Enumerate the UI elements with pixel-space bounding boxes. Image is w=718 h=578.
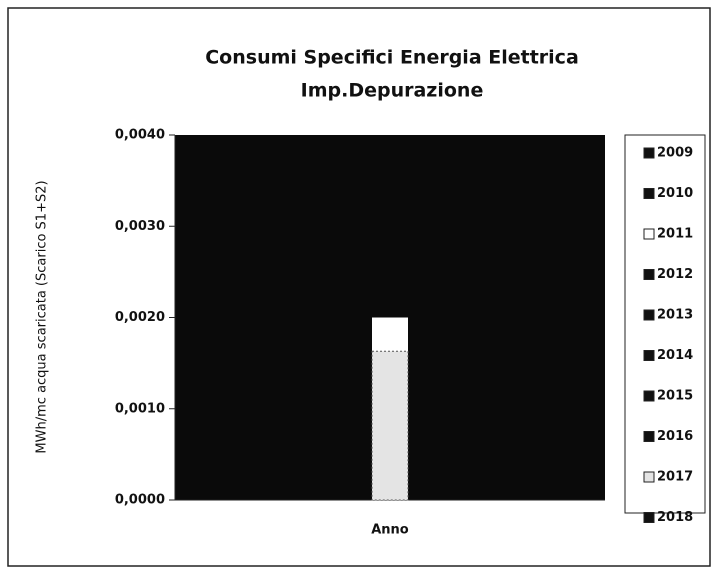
- y-tick-label: 0,0030: [115, 219, 165, 234]
- y-tick-label: 0,0010: [115, 401, 165, 416]
- legend-swatch: [643, 147, 655, 159]
- legend-swatch: [643, 350, 655, 361]
- legend-swatch: [643, 512, 655, 523]
- legend-swatch: [643, 471, 655, 483]
- legend-label: 2016: [657, 429, 693, 444]
- legend-swatch: [643, 390, 655, 402]
- chart-title: Imp.Depurazione: [301, 80, 484, 102]
- legend-label: 2013: [657, 308, 693, 323]
- y-tick-label: 0,0020: [115, 310, 165, 325]
- legend-label: 2014: [657, 348, 693, 363]
- y-tick-label: 0,0000: [115, 493, 165, 508]
- legend-label: 2011: [657, 227, 693, 242]
- y-axis-label: MWh/mc acqua scaricata (Scarico S1+S2): [35, 180, 50, 453]
- bar: [371, 350, 409, 501]
- legend-label: 2010: [657, 186, 693, 201]
- legend-label: 2009: [657, 146, 693, 161]
- legend-box: [624, 134, 706, 514]
- legend-label: 2017: [657, 470, 693, 485]
- legend-swatch: [643, 188, 655, 199]
- legend-swatch: [643, 228, 655, 240]
- y-tick-label: 0,0040: [115, 128, 165, 143]
- x-axis-label: Anno: [371, 523, 409, 538]
- legend-label: 2012: [657, 267, 693, 282]
- chart-title: Consumi Specifici Energia Elettrica: [205, 47, 579, 69]
- legend-label: 2015: [657, 389, 693, 404]
- legend-swatch: [643, 431, 655, 442]
- legend-swatch: [643, 269, 655, 280]
- legend-label: 2018: [657, 510, 693, 525]
- legend-swatch: [643, 309, 655, 321]
